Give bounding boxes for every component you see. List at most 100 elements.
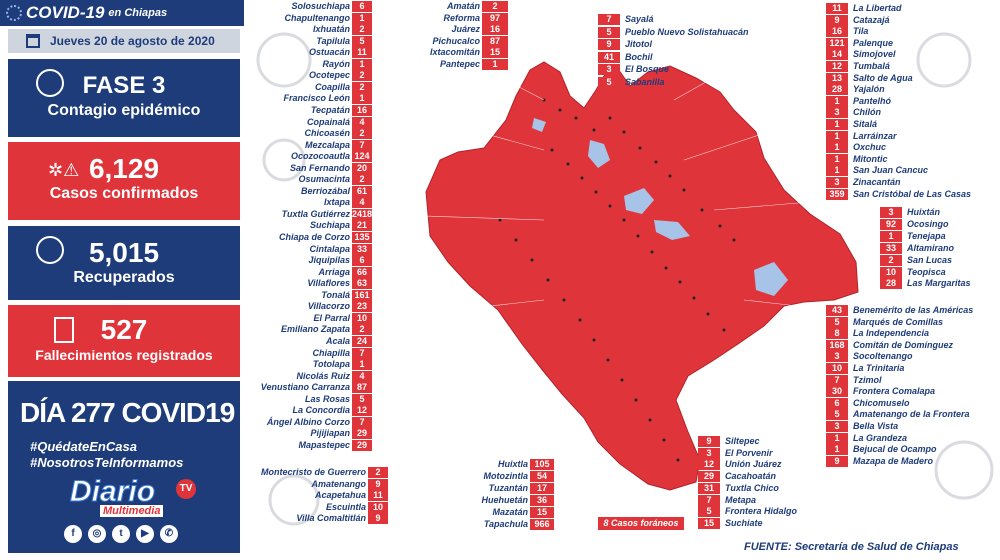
municipality-name: Tapilula — [316, 35, 350, 46]
case-count: 9 — [368, 478, 388, 490]
fase-label: Contagio epidémico — [47, 102, 201, 119]
case-count: 1 — [826, 130, 848, 142]
municipality-name: San Fernando — [289, 162, 350, 173]
case-count: 105 — [530, 459, 554, 470]
case-count: 63 — [352, 278, 372, 290]
municipality-name: Amatenango de la Frontera — [853, 409, 970, 420]
case-count: 7 — [352, 347, 372, 359]
case-count: 2418 — [352, 208, 373, 220]
case-count: 21 — [352, 220, 372, 232]
municipality-name: Oxchuc — [853, 142, 887, 153]
patient-icon — [36, 236, 64, 264]
case-count: 15 — [482, 47, 508, 59]
municipality-name: Rayón — [322, 58, 350, 69]
deaths-box: 527 Fallecimientos registrados — [8, 305, 240, 377]
social-icons: f ◎ t ▶ ✆ — [64, 525, 178, 543]
case-count: 1 — [826, 444, 848, 456]
deaths-label: Fallecimientos registrados — [35, 347, 213, 363]
case-count: 3 — [598, 64, 620, 76]
municipality-name: Villacorzo — [307, 301, 350, 312]
case-count: 2 — [352, 324, 372, 336]
case-count: 2 — [352, 81, 372, 93]
facebook-icon[interactable]: f — [64, 525, 82, 543]
municipality-name: Salto de Agua — [853, 72, 913, 83]
info-panel: COVID-19 en Chiapas Jueves 20 de agosto … — [0, 0, 244, 560]
municipality-name: Reforma — [443, 12, 480, 23]
case-count: 2 — [352, 24, 372, 36]
case-count: 5 — [698, 506, 720, 518]
twitter-icon[interactable]: t — [112, 525, 130, 543]
municipality-name: Bejucal de Ocampo — [853, 444, 937, 455]
case-count: 5 — [352, 35, 372, 47]
case-count: 16 — [826, 26, 848, 38]
case-count: 11 — [368, 490, 388, 502]
case-count: 33 — [352, 243, 372, 255]
case-count: 9 — [698, 436, 720, 447]
case-count: 16 — [482, 24, 508, 36]
whatsapp-icon[interactable]: ✆ — [160, 525, 178, 543]
instagram-icon[interactable]: ◎ — [88, 525, 106, 543]
case-count: 36 — [530, 494, 554, 506]
youtube-icon[interactable]: ▶ — [136, 525, 154, 543]
diario-logo: Diario — [69, 475, 156, 509]
municipality-name: Teopisca — [907, 266, 946, 277]
case-count: 10 — [368, 501, 388, 513]
case-count: 135 — [352, 232, 372, 243]
case-count: 61 — [352, 185, 372, 197]
case-count: 13 — [826, 72, 848, 84]
case-count: 9 — [826, 455, 848, 467]
municipality-name: Mezcalapa — [304, 139, 350, 150]
confirmed-count: 6,129 — [88, 153, 160, 184]
municipality-name: Berriozábal — [300, 185, 350, 196]
case-count: 97 — [482, 12, 508, 24]
case-count: 3 — [880, 207, 902, 218]
municipality-name: Suchiate — [725, 517, 763, 528]
municipality-name: Chilón — [853, 107, 881, 118]
municipality-name: La Concordia — [292, 405, 350, 416]
hashtag-1: #QuédateEnCasa — [30, 439, 137, 454]
case-count: 2 — [352, 70, 372, 82]
municipality-name: Ixtacomitán — [429, 47, 480, 58]
case-count: 2 — [880, 254, 902, 266]
municipality-name: Chapultenango — [284, 12, 351, 23]
municipality-name: Solosuchiapa — [291, 1, 350, 11]
hashtag-2: #NosotrosTeInformamos — [30, 455, 184, 470]
municipality-name: Benemérito de las Américas — [853, 305, 974, 315]
case-count: 29 — [698, 471, 720, 483]
case-count: 7 — [352, 139, 372, 151]
case-count: 1 — [482, 59, 508, 70]
municipality-name: Siltepec — [725, 436, 760, 446]
case-count: 359 — [826, 188, 848, 200]
case-count: 966 — [530, 518, 554, 530]
case-count: 124 — [352, 151, 372, 163]
case-count: 2 — [352, 174, 372, 186]
municipality-name: Escuintla — [325, 501, 366, 512]
municipality-name: Tila — [853, 26, 869, 37]
case-count: 3 — [826, 177, 848, 188]
case-count: 5 — [826, 316, 848, 328]
case-count: 8 — [826, 328, 848, 340]
case-count: 31 — [698, 482, 720, 494]
date-text: Jueves 20 de agosto de 2020 — [50, 34, 215, 48]
case-count: 16 — [352, 104, 372, 116]
case-count: 5 — [352, 393, 372, 405]
municipality-name: Chicoasén — [304, 128, 350, 139]
municipality-name: Villaflores — [307, 278, 350, 289]
municipality-name: Suchiapa — [309, 220, 350, 231]
water-bodies — [532, 118, 788, 296]
municipality-name: Pantepec — [439, 59, 480, 69]
municipality-name: Mazapa de Madero — [853, 455, 934, 466]
municipality-name: Pueblo Nuevo Solistahuacán — [625, 26, 749, 37]
municipality-name: Frontera Comalapa — [853, 386, 936, 397]
date-bar: Jueves 20 de agosto de 2020 — [8, 29, 240, 53]
municipality-name: Pantelhó — [853, 95, 892, 106]
case-count: 28 — [826, 84, 848, 96]
municipality-name: Acapetahua — [314, 490, 366, 501]
case-count: 5 — [598, 77, 620, 88]
municipality-name: Zinacantán — [853, 177, 901, 187]
case-count: 33 — [880, 242, 902, 254]
case-count: 9 — [368, 513, 388, 525]
municipality-name: Larráinzar — [853, 130, 897, 141]
case-count: 7 — [698, 494, 720, 506]
municipality-name: Juárez — [451, 24, 480, 35]
